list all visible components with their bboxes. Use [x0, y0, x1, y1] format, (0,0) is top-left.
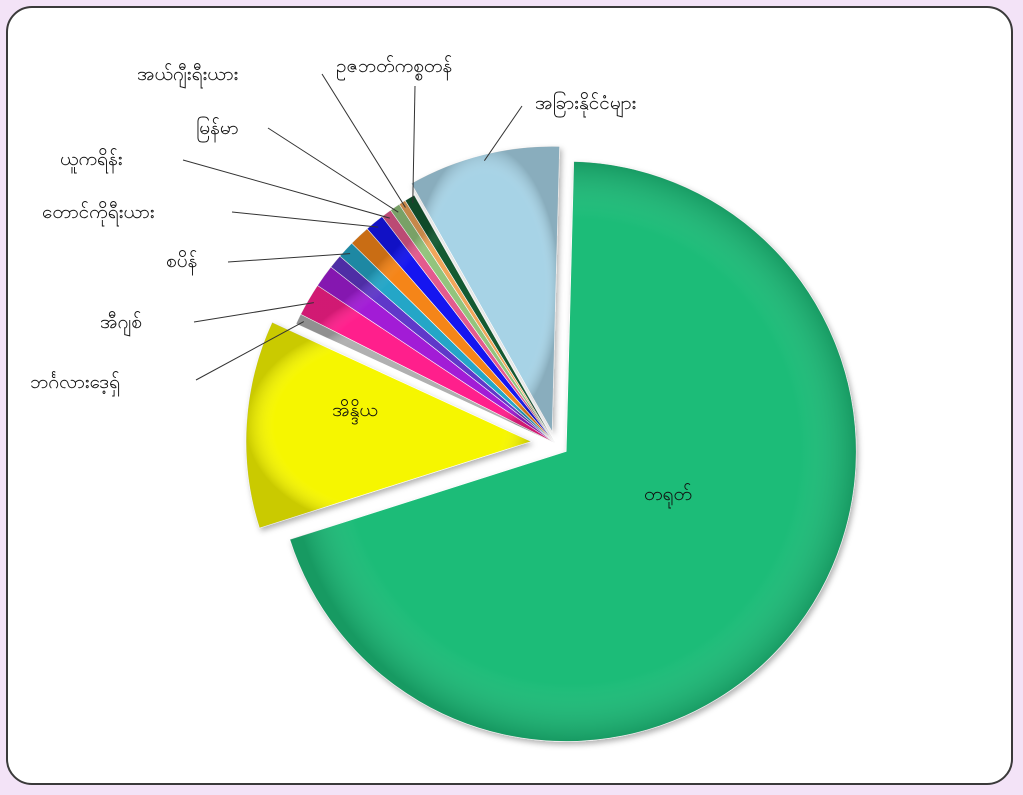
leader-line-8 — [231, 211, 379, 228]
slice-label-13: အခြားနိုင်ငံများ — [535, 90, 636, 118]
slice-label-11: အယ်ဂျီးရီးယား — [137, 62, 238, 89]
slice-label-1: အိန္ဒိယ — [332, 398, 378, 425]
leader-line-3 — [193, 302, 314, 323]
pie-slices — [245, 146, 857, 742]
slice-label-2: ဘင်္ဂလားဒေ့ရှ် — [30, 370, 120, 397]
slice-label-9: ယူကရိန်း — [60, 147, 123, 174]
slice-label-8: တောင်ကိုရီးယား — [42, 200, 155, 227]
leader-line-9 — [182, 159, 390, 219]
leader-line-12 — [412, 85, 416, 203]
slice-label-6: စပိန် — [166, 249, 198, 276]
slice-labels: တရုတ် အိန္ဒိယ ဘင်္ဂလားဒေ့ရှ် အီဂျစ် စပိန် တော… — [30, 54, 692, 509]
leader-line-10 — [267, 127, 399, 213]
leader-line-11 — [321, 73, 406, 208]
leader-line-2 — [195, 321, 305, 381]
slice-label-10: မြန်မာ — [196, 115, 239, 143]
slice-label-0: တရုတ် — [644, 482, 692, 509]
slice-label-12: ဥဇဘတ်ကစ္စတန် — [336, 54, 453, 81]
slice-label-3: အီဂျစ် — [100, 310, 142, 337]
leader-line-13 — [483, 105, 523, 161]
leader-lines — [182, 73, 523, 381]
leader-line-6 — [227, 253, 351, 263]
